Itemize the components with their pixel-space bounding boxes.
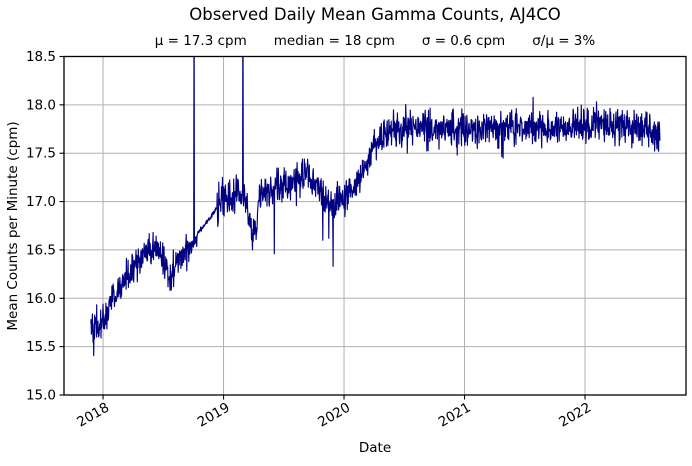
y-tick-label: 17.5	[26, 146, 56, 162]
y-axis-label: Mean Counts per Minute (cpm)	[5, 121, 21, 330]
x-axis-label: Date	[359, 440, 391, 456]
stat-mu: μ = 17.3 cpm	[154, 33, 247, 49]
stat-sigma-over-mu: σ/μ = 3%	[532, 33, 596, 49]
x-tick-label: 2020	[315, 400, 353, 431]
stat-sigma: σ = 0.6 cpm	[421, 33, 506, 49]
y-tick-label: 17.0	[26, 194, 56, 210]
x-tick-label: 2021	[436, 400, 474, 431]
tick-labels: 15.0 15.5 16.0 16.5 17.0 17.5 18.0 18.5 2018 2019…	[26, 49, 594, 431]
chart-title: Observed Daily Mean Gamma Counts, AJ4CO	[189, 5, 561, 24]
data-series-line	[90, 56, 661, 357]
x-tick-label: 2019	[195, 400, 233, 431]
y-tick-label: 16.0	[26, 291, 56, 307]
y-tick-label: 18.5	[26, 49, 56, 65]
y-tick-label: 16.5	[26, 242, 56, 258]
stats-row: μ = 17.3 cpm median = 18 cpm σ = 0.6 cpm…	[64, 33, 686, 49]
y-tick-label: 15.5	[26, 339, 56, 355]
x-tick-label: 2022	[556, 400, 594, 431]
x-tick-label: 2018	[74, 400, 112, 431]
axes-frame	[63, 55, 687, 396]
stat-median: median = 18 cpm	[273, 33, 395, 49]
tick-marks	[59, 55, 586, 400]
grid	[64, 56, 686, 396]
y-tick-label: 15.0	[26, 388, 56, 404]
y-tick-label: 18.0	[26, 97, 56, 113]
